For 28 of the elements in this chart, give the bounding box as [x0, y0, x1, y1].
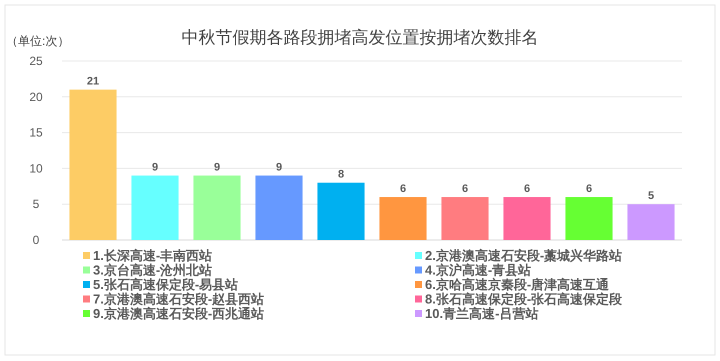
legend-label: 9.京港澳高速石安段-西兆通站 [93, 306, 264, 321]
data-label: 9 [214, 162, 220, 174]
y-tick-label: 25 [29, 54, 43, 68]
y-tick-label: 0 [32, 233, 40, 247]
legend-label: 1.长深高速-丰南西站 [93, 248, 212, 263]
y-tick-label: 15 [29, 126, 43, 140]
legend-label: 7.京港澳高速石安段-赵县西站 [93, 292, 264, 306]
data-label: 6 [400, 183, 406, 196]
legend-label: 4.京沪高速-青县站 [425, 262, 532, 278]
data-label: 6 [524, 183, 530, 196]
legend-label: 3.京台高速-沧州北站 [93, 262, 212, 278]
data-label: 9 [276, 162, 282, 174]
legend-label: 8.张石高速保定段-张石高速保定段 [425, 292, 624, 306]
data-label: 6 [462, 183, 468, 196]
chart-title: 中秋节假期各路段拥堵高发位置按拥堵次数排名 [182, 28, 538, 47]
legend-label: 10.青兰高速-吕营站 [425, 306, 538, 321]
data-label: 8 [338, 168, 344, 181]
y-axis-title: （单位:次） [6, 34, 70, 48]
legend-label: 6.京哈高速京秦段-唐津高速互通 [425, 277, 610, 292]
data-label: 5 [648, 190, 654, 202]
legend-label: 2.京港澳高速石安段-藁城兴华路站 [425, 248, 622, 263]
y-tick-label: 5 [32, 197, 40, 212]
y-tick-label: 10 [29, 161, 43, 176]
y-tick-label: 20 [29, 90, 43, 104]
data-label: 21 [86, 76, 100, 88]
legend-label: 5.张石高速保定段-易县站 [93, 277, 238, 292]
data-label: 9 [152, 162, 158, 174]
data-label: 6 [586, 183, 592, 196]
